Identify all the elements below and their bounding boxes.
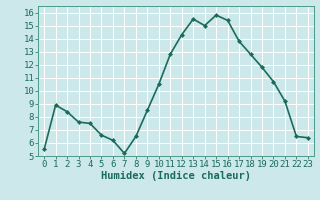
- X-axis label: Humidex (Indice chaleur): Humidex (Indice chaleur): [101, 171, 251, 181]
